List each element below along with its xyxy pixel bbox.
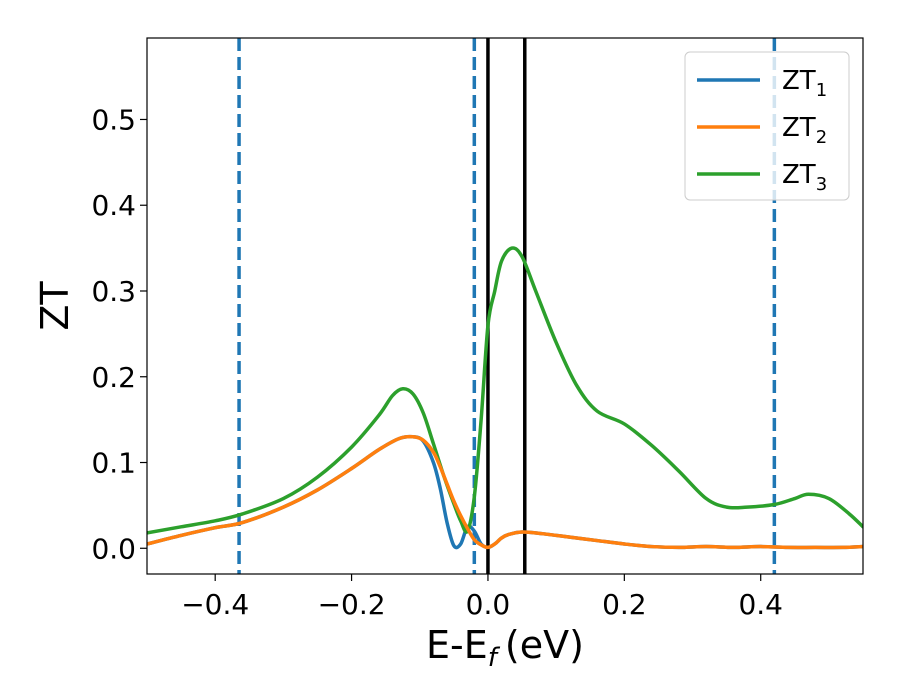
series-line-zt2 bbox=[147, 434, 863, 550]
legend-box bbox=[684, 51, 850, 201]
x-tick-label: 0.2 bbox=[602, 588, 647, 621]
series-line-zt3 bbox=[147, 246, 863, 535]
x-tick-label: −0.4 bbox=[181, 588, 249, 621]
series-line-zt1 bbox=[147, 434, 863, 550]
y-tick-label: 0.4 bbox=[91, 189, 136, 222]
legend-label-zt2: ZT2 bbox=[782, 113, 827, 148]
y-tick-label: 0.0 bbox=[91, 532, 136, 565]
x-tick-label: 0.0 bbox=[466, 588, 511, 621]
y-tick-label: 0.2 bbox=[91, 361, 136, 394]
y-tick-label: 0.1 bbox=[91, 447, 136, 480]
y-axis-label: ZT bbox=[33, 281, 77, 331]
y-tick-label: 0.5 bbox=[91, 103, 136, 136]
series-lines bbox=[147, 246, 863, 550]
legend: ZT1 ZT2 ZT3 bbox=[684, 51, 850, 201]
y-axis-ticks: 0.0 0.1 0.2 0.3 0.4 0.5 bbox=[91, 103, 147, 565]
svg-text:E-Ef(eV): E-Ef (eV) bbox=[426, 623, 584, 673]
x-axis-ticks: −0.4 −0.2 0.0 0.2 0.4 bbox=[181, 574, 783, 621]
plot-frame bbox=[146, 37, 864, 575]
legend-label-zt1: ZT1 bbox=[782, 66, 827, 101]
legend-label-zt3: ZT3 bbox=[782, 160, 827, 195]
x-tick-label: 0.4 bbox=[738, 588, 783, 621]
x-tick-label: −0.2 bbox=[318, 588, 386, 621]
y-tick-label: 0.3 bbox=[91, 275, 136, 308]
x-axis-label: E-Ef (eV) bbox=[426, 623, 584, 673]
